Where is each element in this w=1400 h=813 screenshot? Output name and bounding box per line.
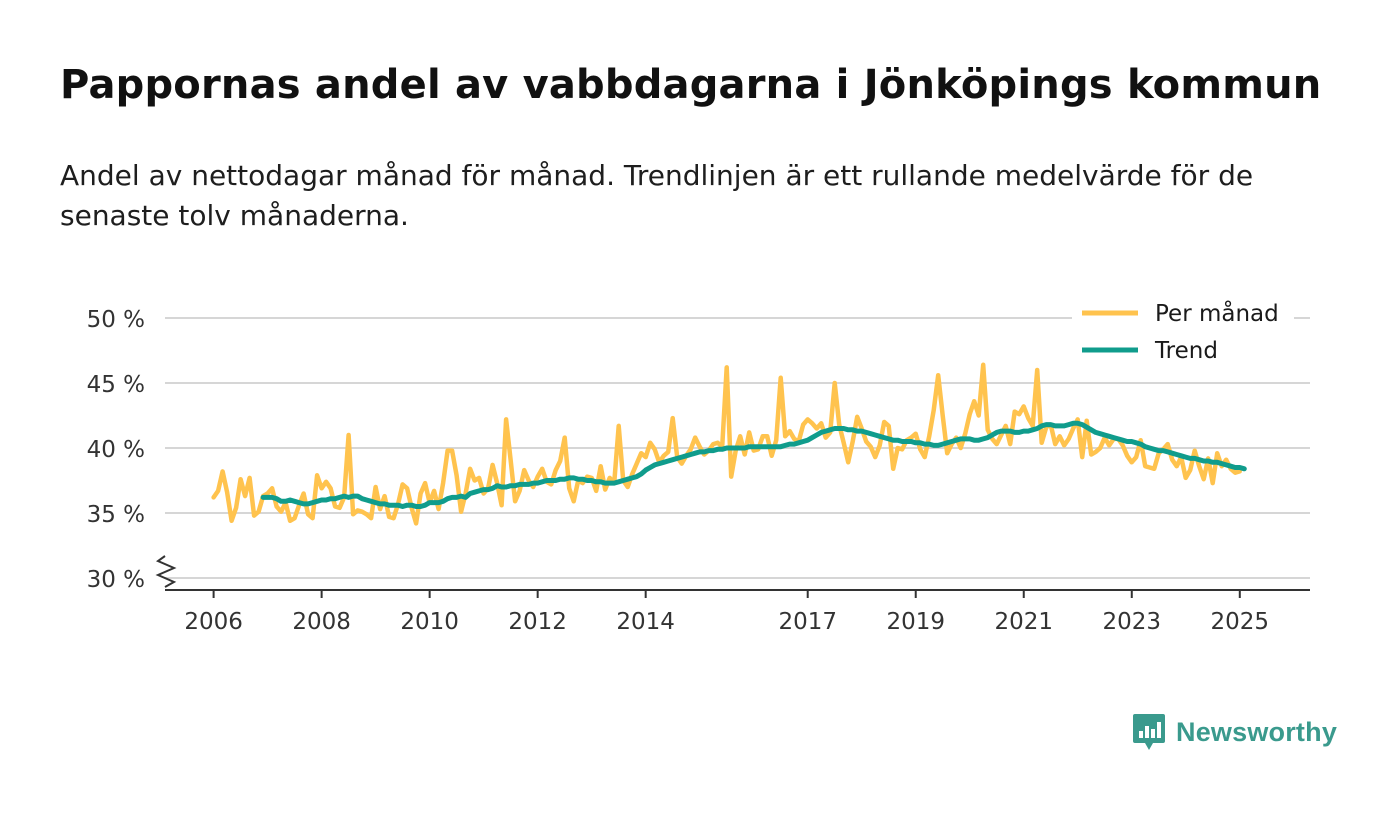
axis-break-icon [155,555,177,588]
x-tick-label: 2023 [1102,609,1161,635]
series-line-trend [260,420,1247,509]
series-line-per-manad [211,362,1242,526]
newsworthy-logo-icon [1133,714,1165,750]
x-axis: 2006 2008 2010 2012 2014 2017 2019 2021 2023 2025 [155,555,1310,635]
legend-label-per-manad: Per månad [1155,299,1279,327]
y-axis-labels: 30 % 35 % 40 % 45 % 50 % [87,307,145,593]
x-tick-label: 2008 [292,609,351,635]
y-tick-label: 40 % [87,437,145,463]
y-tick-label: 35 % [87,502,145,528]
x-tick-label: 2014 [616,609,675,635]
x-tick-label: 2010 [400,609,459,635]
brand-name: Newsworthy [1176,716,1338,747]
legend-label-trend: Trend [1154,338,1218,364]
x-tick-label: 2017 [778,609,837,635]
chart-title: Pappornas andel av vabbdagarna i Jönköpi… [60,62,1322,108]
legend: Per månad Trend [1072,294,1294,374]
x-tick-label: 2019 [886,609,945,635]
y-tick-label: 45 % [87,372,145,398]
x-tick-label: 2012 [508,609,567,635]
legend-background [1072,294,1294,374]
series-lines [211,362,1247,526]
newsworthy-logo: Newsworthy [1132,712,1337,752]
x-tick-label: 2025 [1211,609,1270,635]
x-tick-label: 2006 [184,609,243,635]
y-tick-label: 30 % [87,567,145,593]
y-tick-label: 50 % [87,307,145,333]
x-tick-label: 2021 [994,609,1053,635]
chart-subtitle: Andel av nettodagar månad för månad. Tre… [60,159,1254,232]
